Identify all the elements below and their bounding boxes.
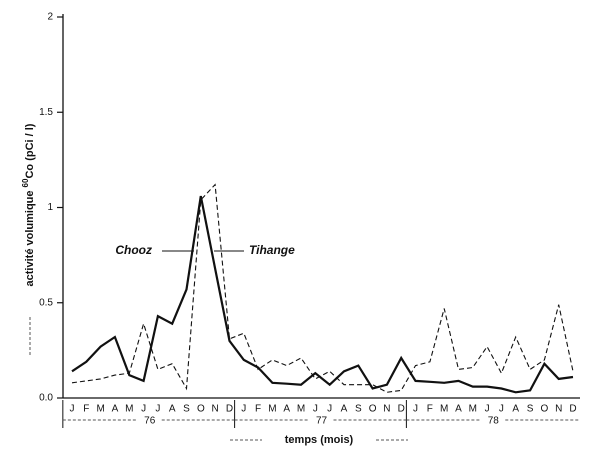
x-tick-label: D: [569, 404, 576, 415]
x-axis-label: temps (mois): [230, 434, 408, 446]
x-tick-label: J: [413, 404, 418, 415]
x-tick-label: F: [255, 404, 261, 415]
y-tick-label: 2: [47, 12, 53, 23]
x-tick-label: D: [226, 404, 233, 415]
x-tick-label: M: [297, 404, 305, 415]
x-tick-label: A: [283, 404, 290, 415]
x-tick-label: J: [141, 404, 146, 415]
y-tick-label: 1: [47, 202, 53, 213]
x-tick-label: M: [96, 404, 104, 415]
year-label: 76: [144, 416, 156, 427]
x-tick-label: M: [469, 404, 477, 415]
y-label: activité volumique 60Co (pCi / l): [21, 123, 36, 286]
x-tick-label: J: [155, 404, 160, 415]
x-tick-label: S: [355, 404, 362, 415]
x-tick-label: N: [555, 404, 562, 415]
x-tick-label: A: [112, 404, 119, 415]
y-tick-label: 1.5: [39, 107, 53, 118]
y-tick-label: 0.5: [39, 297, 53, 308]
x-tick-label: F: [427, 404, 433, 415]
x-tick-label: J: [241, 404, 246, 415]
x-tick-label: J: [327, 404, 332, 415]
x-tick-label: O: [540, 404, 548, 415]
year-label: 77: [316, 416, 328, 427]
y-label-sup: 60: [21, 178, 30, 187]
x-tick-label: N: [212, 404, 219, 415]
y-label-part: Co (pCi / l): [24, 123, 36, 178]
y-axis-label: activité volumique 60Co (pCi / l): [21, 123, 36, 355]
x-tick-label: S: [183, 404, 190, 415]
x-tick-label: O: [197, 404, 205, 415]
legend-label: Tihange: [249, 243, 295, 257]
x-tick-label: J: [485, 404, 490, 415]
data-line: [71, 195, 574, 394]
x-tick-label: D: [398, 404, 405, 415]
x-tick-label: F: [83, 404, 89, 415]
y-tick-label: 0.0: [39, 393, 53, 404]
x-tick-label: A: [512, 404, 519, 415]
x-tick-label: N: [383, 404, 390, 415]
legend-label: Chooz: [115, 243, 152, 257]
x-tick-label: J: [70, 404, 75, 415]
x-tick-label: O: [369, 404, 377, 415]
x-tick-label: A: [455, 404, 462, 415]
x-tick-label: A: [169, 404, 176, 415]
x-tick-label: J: [313, 404, 318, 415]
data-line: [71, 183, 574, 393]
x-tick-label: A: [341, 404, 348, 415]
x-label: temps (mois): [285, 434, 354, 446]
x-tick-label: S: [527, 404, 534, 415]
x-tick-label: J: [499, 404, 504, 415]
x-tick-label: M: [440, 404, 448, 415]
x-tick-label: M: [125, 404, 133, 415]
x-tick-label: M: [268, 404, 276, 415]
y-label-part: activité volumique: [24, 187, 36, 286]
year-label: 78: [488, 416, 500, 427]
